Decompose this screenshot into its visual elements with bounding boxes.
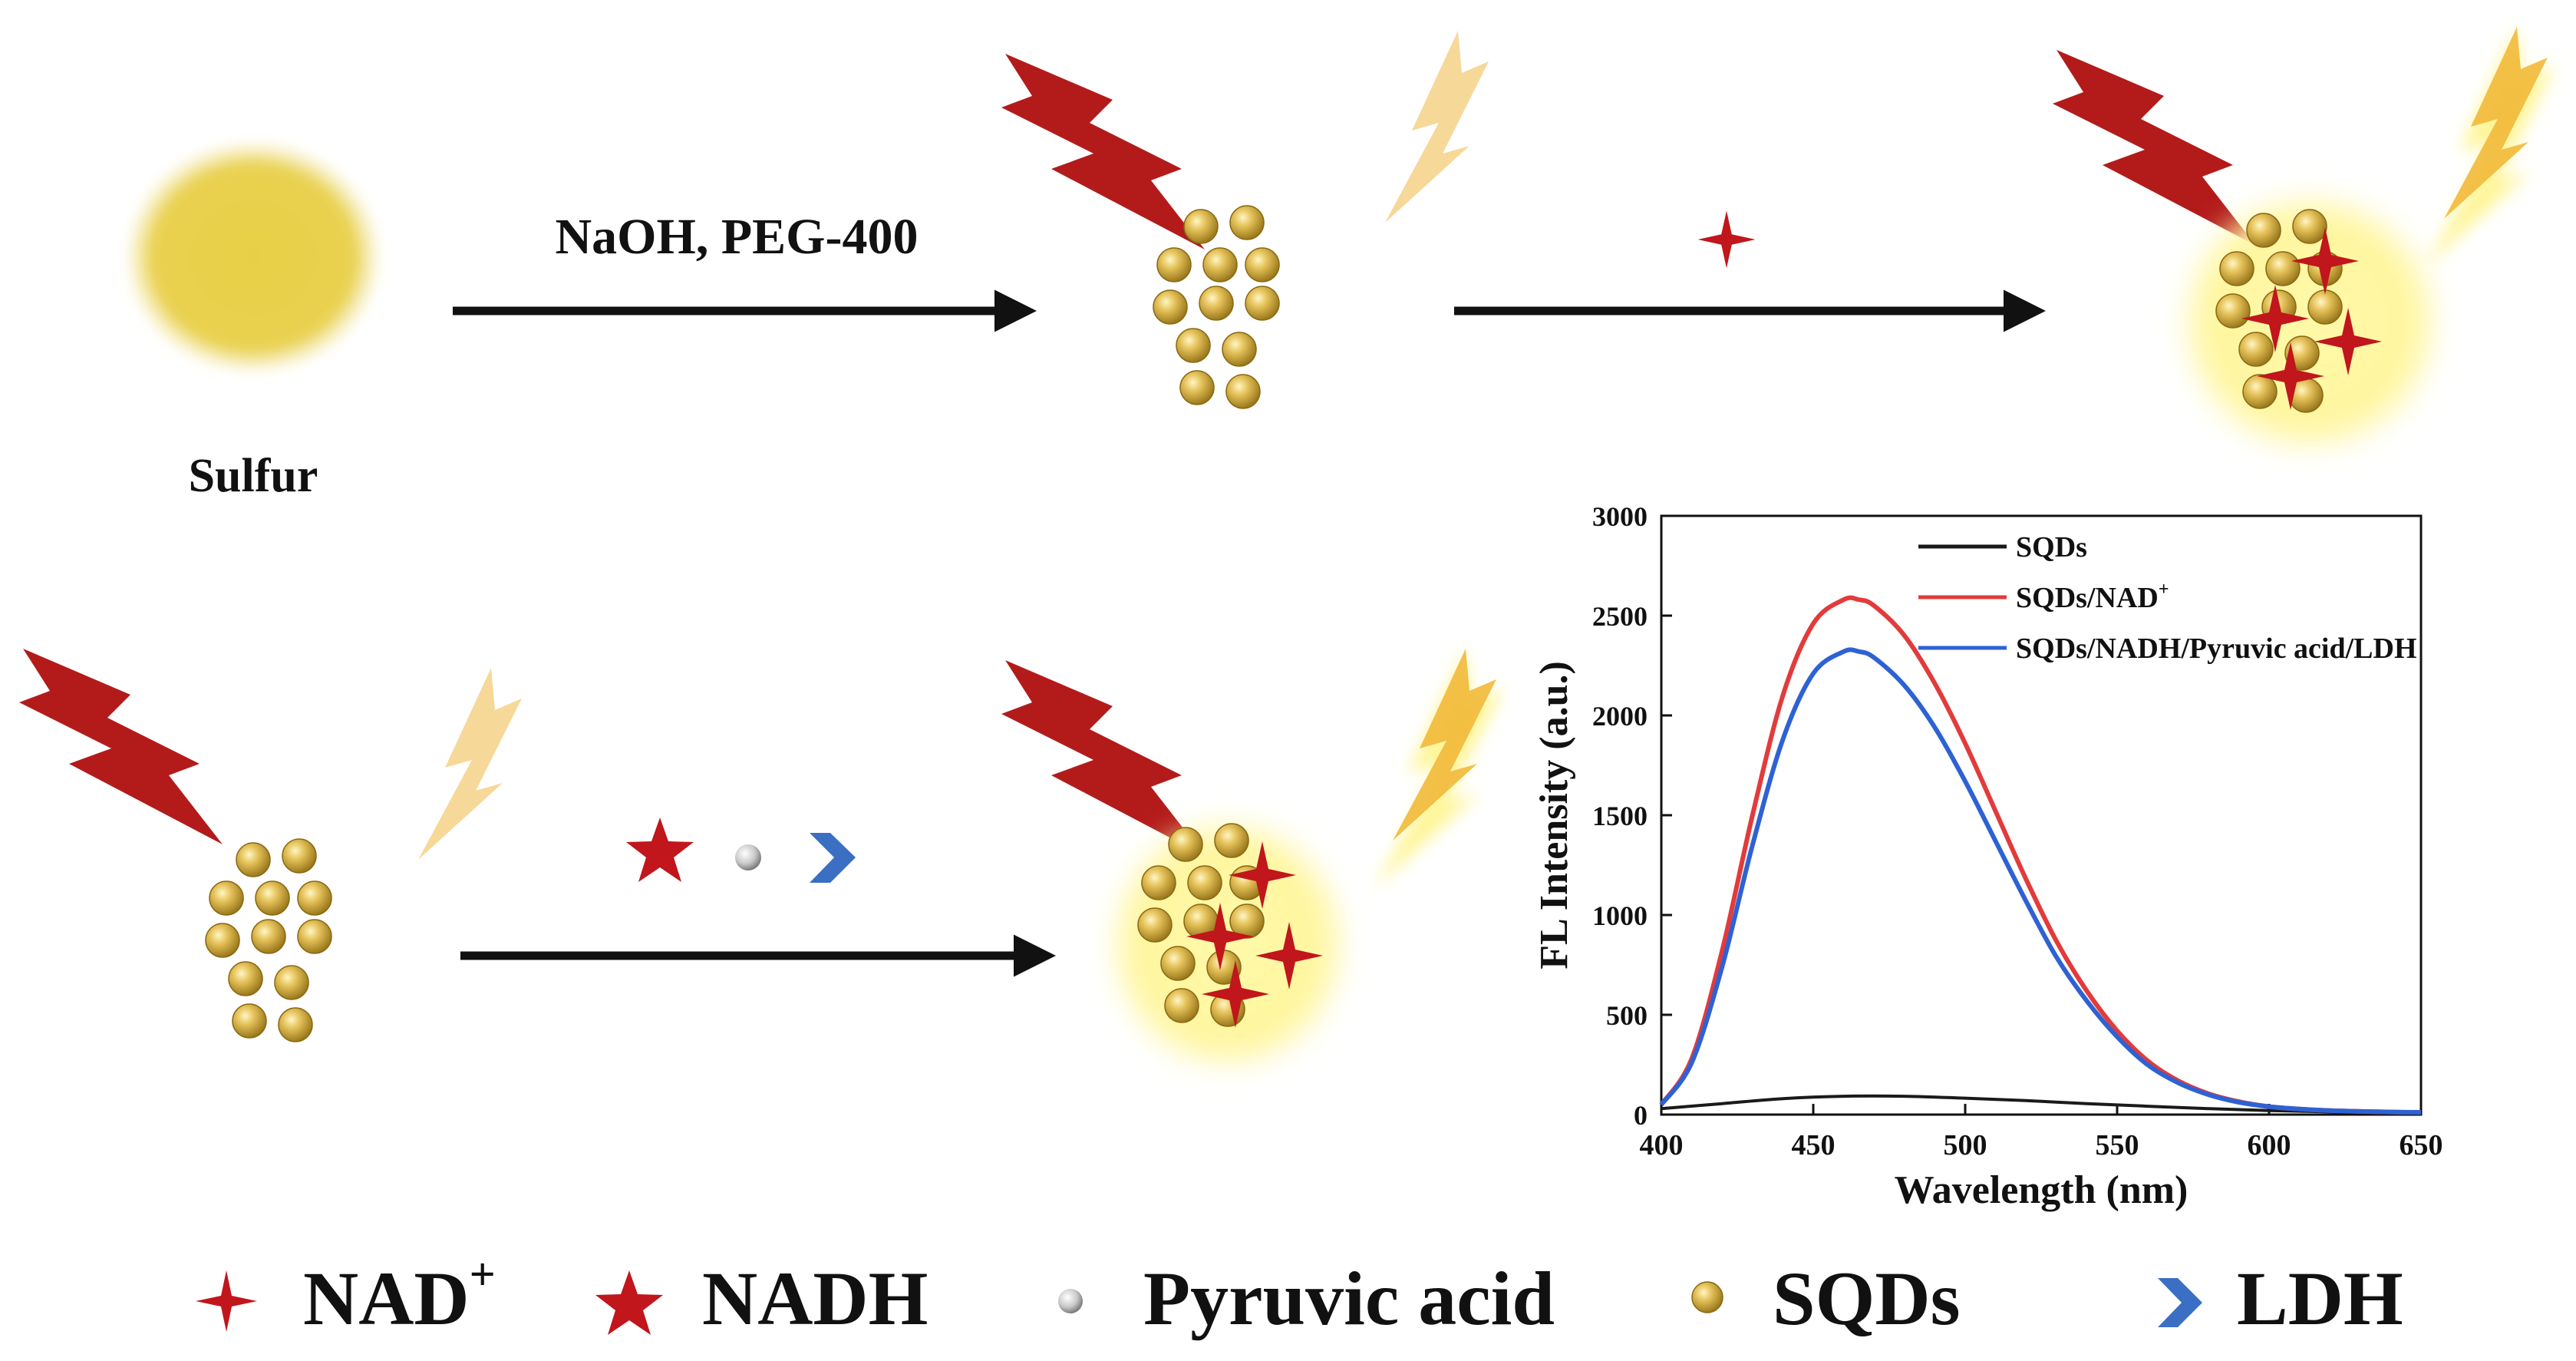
nadh-star-icon	[595, 1270, 663, 1335]
legend-entry: SQDs	[2016, 531, 2087, 563]
series-line-3	[1659, 647, 2422, 1115]
pyruvic-acid-sphere-icon	[1058, 1289, 1083, 1313]
legend-entry: SQDs/NAD+	[2016, 580, 2169, 614]
emission-bolt-icon	[1374, 649, 1504, 889]
scheme-legend: NAD+ NADH Pyruvic acid SQDs LDH	[196, 1249, 2403, 1341]
sulfur-blob	[127, 142, 380, 372]
y-tick-label: 2000	[1592, 701, 1648, 732]
legend-entry: SQDs/NADH/Pyruvic acid/LDH	[2016, 633, 2417, 665]
step3-reagents	[626, 818, 856, 883]
legend-label: Pyruvic acid	[1143, 1256, 1555, 1341]
series-line-2	[1659, 595, 2422, 1115]
y-tick-label: 1500	[1592, 801, 1648, 831]
nad-plus-icon	[196, 1270, 257, 1332]
excitation-bolt-icon	[1001, 54, 1205, 249]
step1-label: NaOH, PEG-400	[556, 209, 919, 265]
y-axis-label: FL Intensity (a.u.)	[1532, 661, 1576, 970]
x-tick-label: 550	[2096, 1129, 2139, 1161]
legend-label: NADH	[702, 1256, 928, 1341]
emission-bolt-icon	[1385, 31, 1489, 223]
fluorescence-chart: 400 450 500 550 600 650 0 500 1000 1500 2000 2500 30…	[1532, 501, 2443, 1212]
y-tick-label: 0	[1634, 1100, 1648, 1131]
sqd-cluster	[206, 839, 331, 1042]
legend-label: LDH	[2237, 1256, 2403, 1341]
ldh-chevron-icon	[2158, 1278, 2202, 1327]
sulfur-label: Sulfur	[189, 450, 318, 502]
pyruvic-acid-sphere-icon	[735, 844, 761, 870]
emission-bolt-icon	[2426, 27, 2555, 267]
nadh-star-icon	[626, 818, 694, 882]
x-tick-label: 650	[2400, 1129, 2443, 1161]
emission-bolt-icon	[418, 668, 522, 860]
sqd-sphere-icon	[1691, 1281, 1723, 1313]
x-tick-label: 450	[1792, 1129, 1836, 1161]
x-tick-label: 600	[2248, 1129, 2291, 1161]
legend-label: NAD+	[303, 1249, 496, 1341]
y-tick-label: 1000	[1592, 900, 1648, 931]
y-tick-label: 2500	[1592, 601, 1648, 632]
x-axis-label: Wavelength (nm)	[1895, 1168, 2188, 1212]
ldh-chevron-icon	[810, 833, 856, 883]
y-tick-label: 3000	[1592, 501, 1648, 532]
x-tick-label: 400	[1640, 1129, 1684, 1161]
x-tick-label: 500	[1944, 1129, 1987, 1161]
legend-label: SQDs	[1773, 1256, 1961, 1341]
sqd-cluster	[1153, 206, 1279, 408]
y-tick-label: 500	[1606, 1000, 1648, 1031]
nad-plus-reagent-icon	[1697, 210, 1756, 269]
excitation-bolt-icon	[19, 649, 223, 844]
